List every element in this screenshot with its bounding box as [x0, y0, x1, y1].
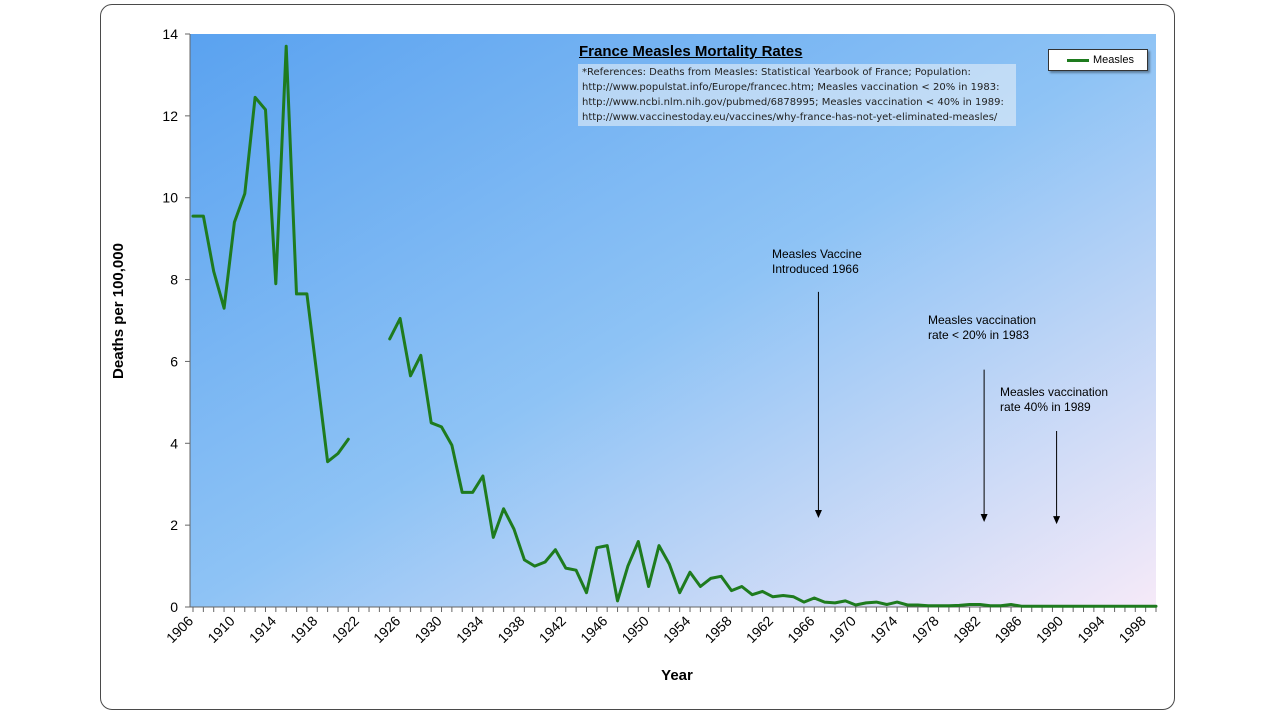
series-layer	[191, 44, 1158, 608]
x-tick-label: 1974	[867, 612, 900, 645]
x-tick-label: 1922	[329, 612, 362, 645]
annotation-line: Measles Vaccine	[772, 247, 862, 261]
annotation-arrow-head	[1053, 516, 1061, 525]
y-tick-label: 10	[162, 190, 178, 206]
x-tick-label: 1950	[619, 612, 652, 645]
x-tick-label: 1934	[453, 612, 486, 645]
y-tick-label: 8	[170, 272, 178, 288]
plot-area	[190, 34, 1156, 607]
y-tick-label: 14	[162, 26, 178, 42]
x-tick-label: 1954	[660, 612, 693, 645]
x-tick-label: 1962	[743, 612, 776, 645]
y-tick-label: 0	[170, 599, 178, 615]
reference-line: http://www.vaccinestoday.eu/vaccines/why…	[582, 112, 998, 123]
x-tick-label: 1914	[246, 612, 279, 645]
reference-line: http://www.populstat.info/Europe/francec…	[582, 82, 1000, 93]
y-tick-label: 6	[170, 353, 178, 369]
annotation-line: Measles vaccination	[1000, 385, 1109, 399]
legend-swatch	[1067, 59, 1089, 62]
x-tick-label: 1958	[701, 612, 734, 645]
x-axis-title: Year	[661, 667, 693, 684]
x-tick-label: 1926	[370, 612, 403, 645]
x-tick-label: 1906	[163, 612, 196, 645]
references-box: *References: Deaths from Measles: Statis…	[578, 64, 1016, 126]
annotation-rate-1989: Measles vaccination rate 40% in 1989	[1000, 385, 1108, 415]
x-tick-label: 1930	[411, 612, 444, 645]
annotation-vaccine-introduced: Measles Vaccine Introduced 1966	[772, 247, 862, 277]
annotation-line: rate 40% in 1989	[1000, 400, 1091, 414]
x-tick-label: 1982	[950, 612, 983, 645]
x-tick-label: 1938	[494, 612, 527, 645]
x-tick-label: 1966	[784, 612, 817, 645]
x-tick-label: 1994	[1074, 612, 1107, 645]
legend: Measles	[1048, 49, 1148, 71]
annotation-arrow-head	[980, 514, 988, 523]
reference-line: *References: Deaths from Measles: Statis…	[582, 67, 971, 78]
y-tick-label: 12	[162, 108, 178, 124]
x-tick-label: 1918	[287, 612, 320, 645]
x-tick-label: 1986	[991, 612, 1024, 645]
x-tick-label: 1946	[577, 612, 610, 645]
annotation-line: Measles vaccination	[928, 313, 1037, 327]
x-tick-label: 1970	[826, 612, 859, 645]
reference-line: http://www.ncbi.nlm.nih.gov/pubmed/68789…	[582, 97, 1004, 108]
y-axis-title: Deaths per 100,000	[110, 243, 127, 379]
y-tick-label: 4	[170, 435, 178, 451]
annotation-rate-1983: Measles vaccination rate < 20% in 1983	[928, 313, 1036, 343]
annotation-arrows	[814, 291, 1061, 525]
annotation-arrow-head	[814, 509, 822, 518]
series-line-measles	[388, 317, 1158, 608]
legend-label: Measles	[1093, 54, 1134, 66]
annotation-line: rate < 20% in 1983	[928, 328, 1030, 342]
x-tick-label: 1978	[908, 612, 941, 645]
series-line-measles	[191, 44, 350, 464]
y-tick-label: 2	[170, 517, 178, 533]
x-tick-label: 1942	[536, 612, 569, 645]
x-tick-label: 1998	[1116, 612, 1149, 645]
chart-title: France Measles Mortality Rates	[579, 43, 803, 60]
x-tick-label: 1910	[204, 612, 237, 645]
annotation-line: Introduced 1966	[772, 262, 859, 276]
x-tick-label: 1990	[1033, 612, 1066, 645]
